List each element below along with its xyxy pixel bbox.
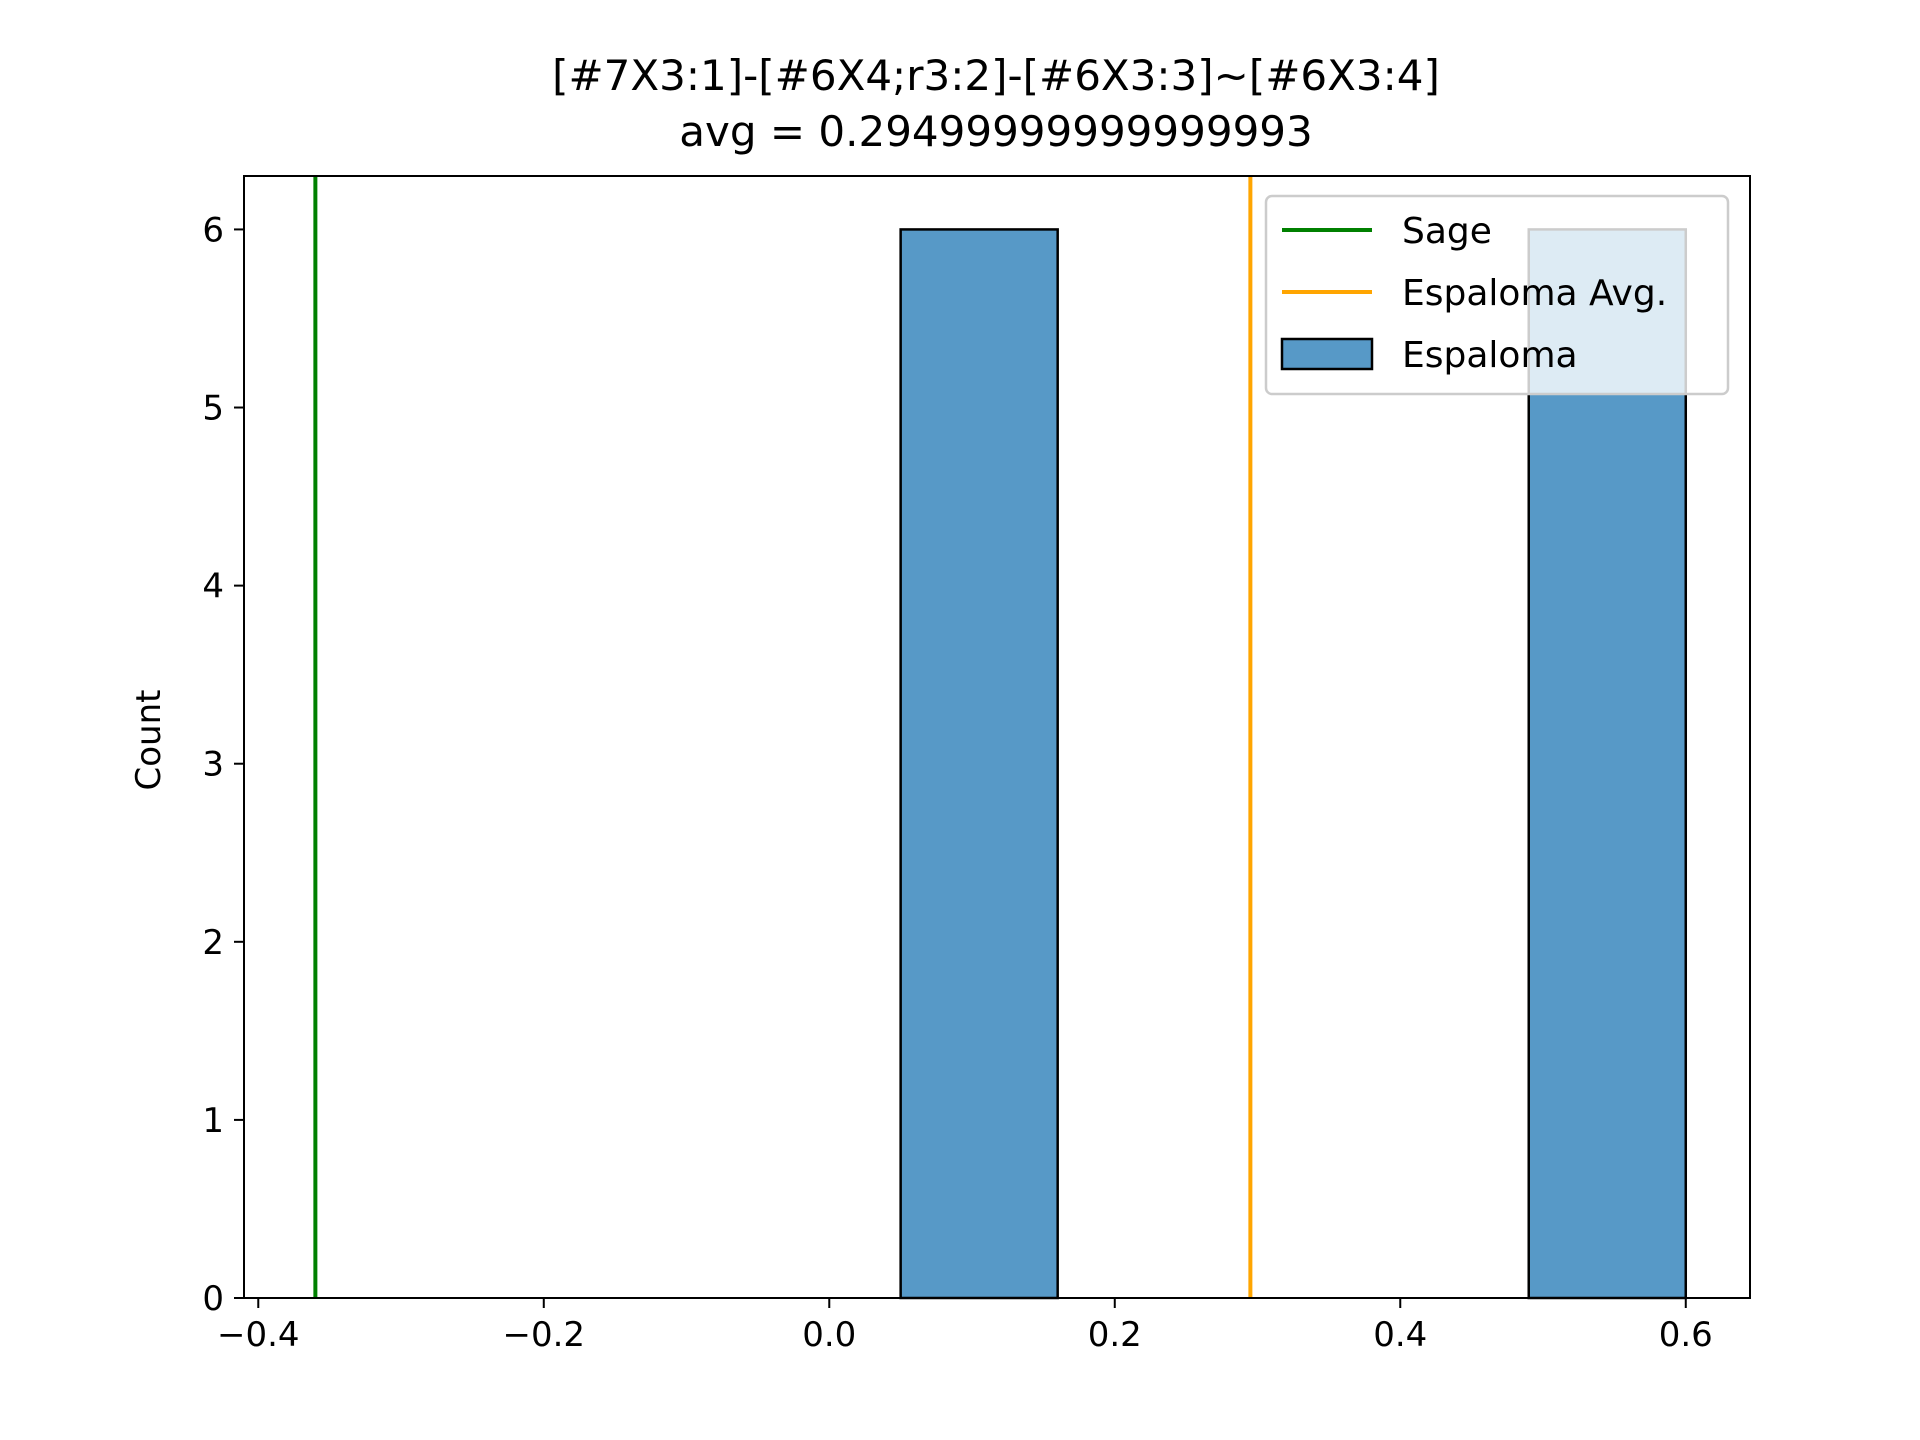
axes-frame (243, 175, 1751, 1299)
y-tick-label: 6 (202, 210, 224, 250)
y-tick-label: 1 (202, 1101, 224, 1141)
legend-swatch-patch (1280, 337, 1374, 371)
chart-subtitle: avg = 0.29499999999999993 (679, 107, 1313, 156)
histogram-bar-0 (899, 228, 1059, 1300)
x-tick-label: 0.2 (1088, 1315, 1142, 1355)
y-tick-label: 0 (202, 1279, 224, 1319)
y-tick-label: 4 (202, 567, 224, 607)
y-tick-label: 5 (202, 389, 224, 429)
legend-label: Espaloma (1402, 335, 1578, 376)
y-tick-label: 3 (202, 745, 224, 785)
legend: Sage Espaloma Avg. Espaloma (1264, 194, 1730, 396)
legend-box (1264, 194, 1730, 396)
plot-area: −0.4 −0.2 0.0 0.2 0.4 0.6 0 1 2 3 4 5 6 (202, 175, 1751, 1355)
y-axis-label: Count (129, 690, 169, 791)
x-tick-label: 0.0 (802, 1315, 856, 1355)
x-tick-label: 0.6 (1659, 1315, 1713, 1355)
x-tick-label: −0.2 (502, 1315, 585, 1355)
x-tick-label: −0.4 (217, 1315, 300, 1355)
chart-title: [#7X3:1]-[#6X4;r3:2]-[#6X3:3]~[#6X3:4] (552, 51, 1440, 100)
x-tick-label: 0.4 (1373, 1315, 1427, 1355)
legend-label: Sage (1402, 211, 1492, 252)
legend-label: Espaloma Avg. (1402, 273, 1667, 314)
y-tick-label: 2 (202, 923, 224, 963)
